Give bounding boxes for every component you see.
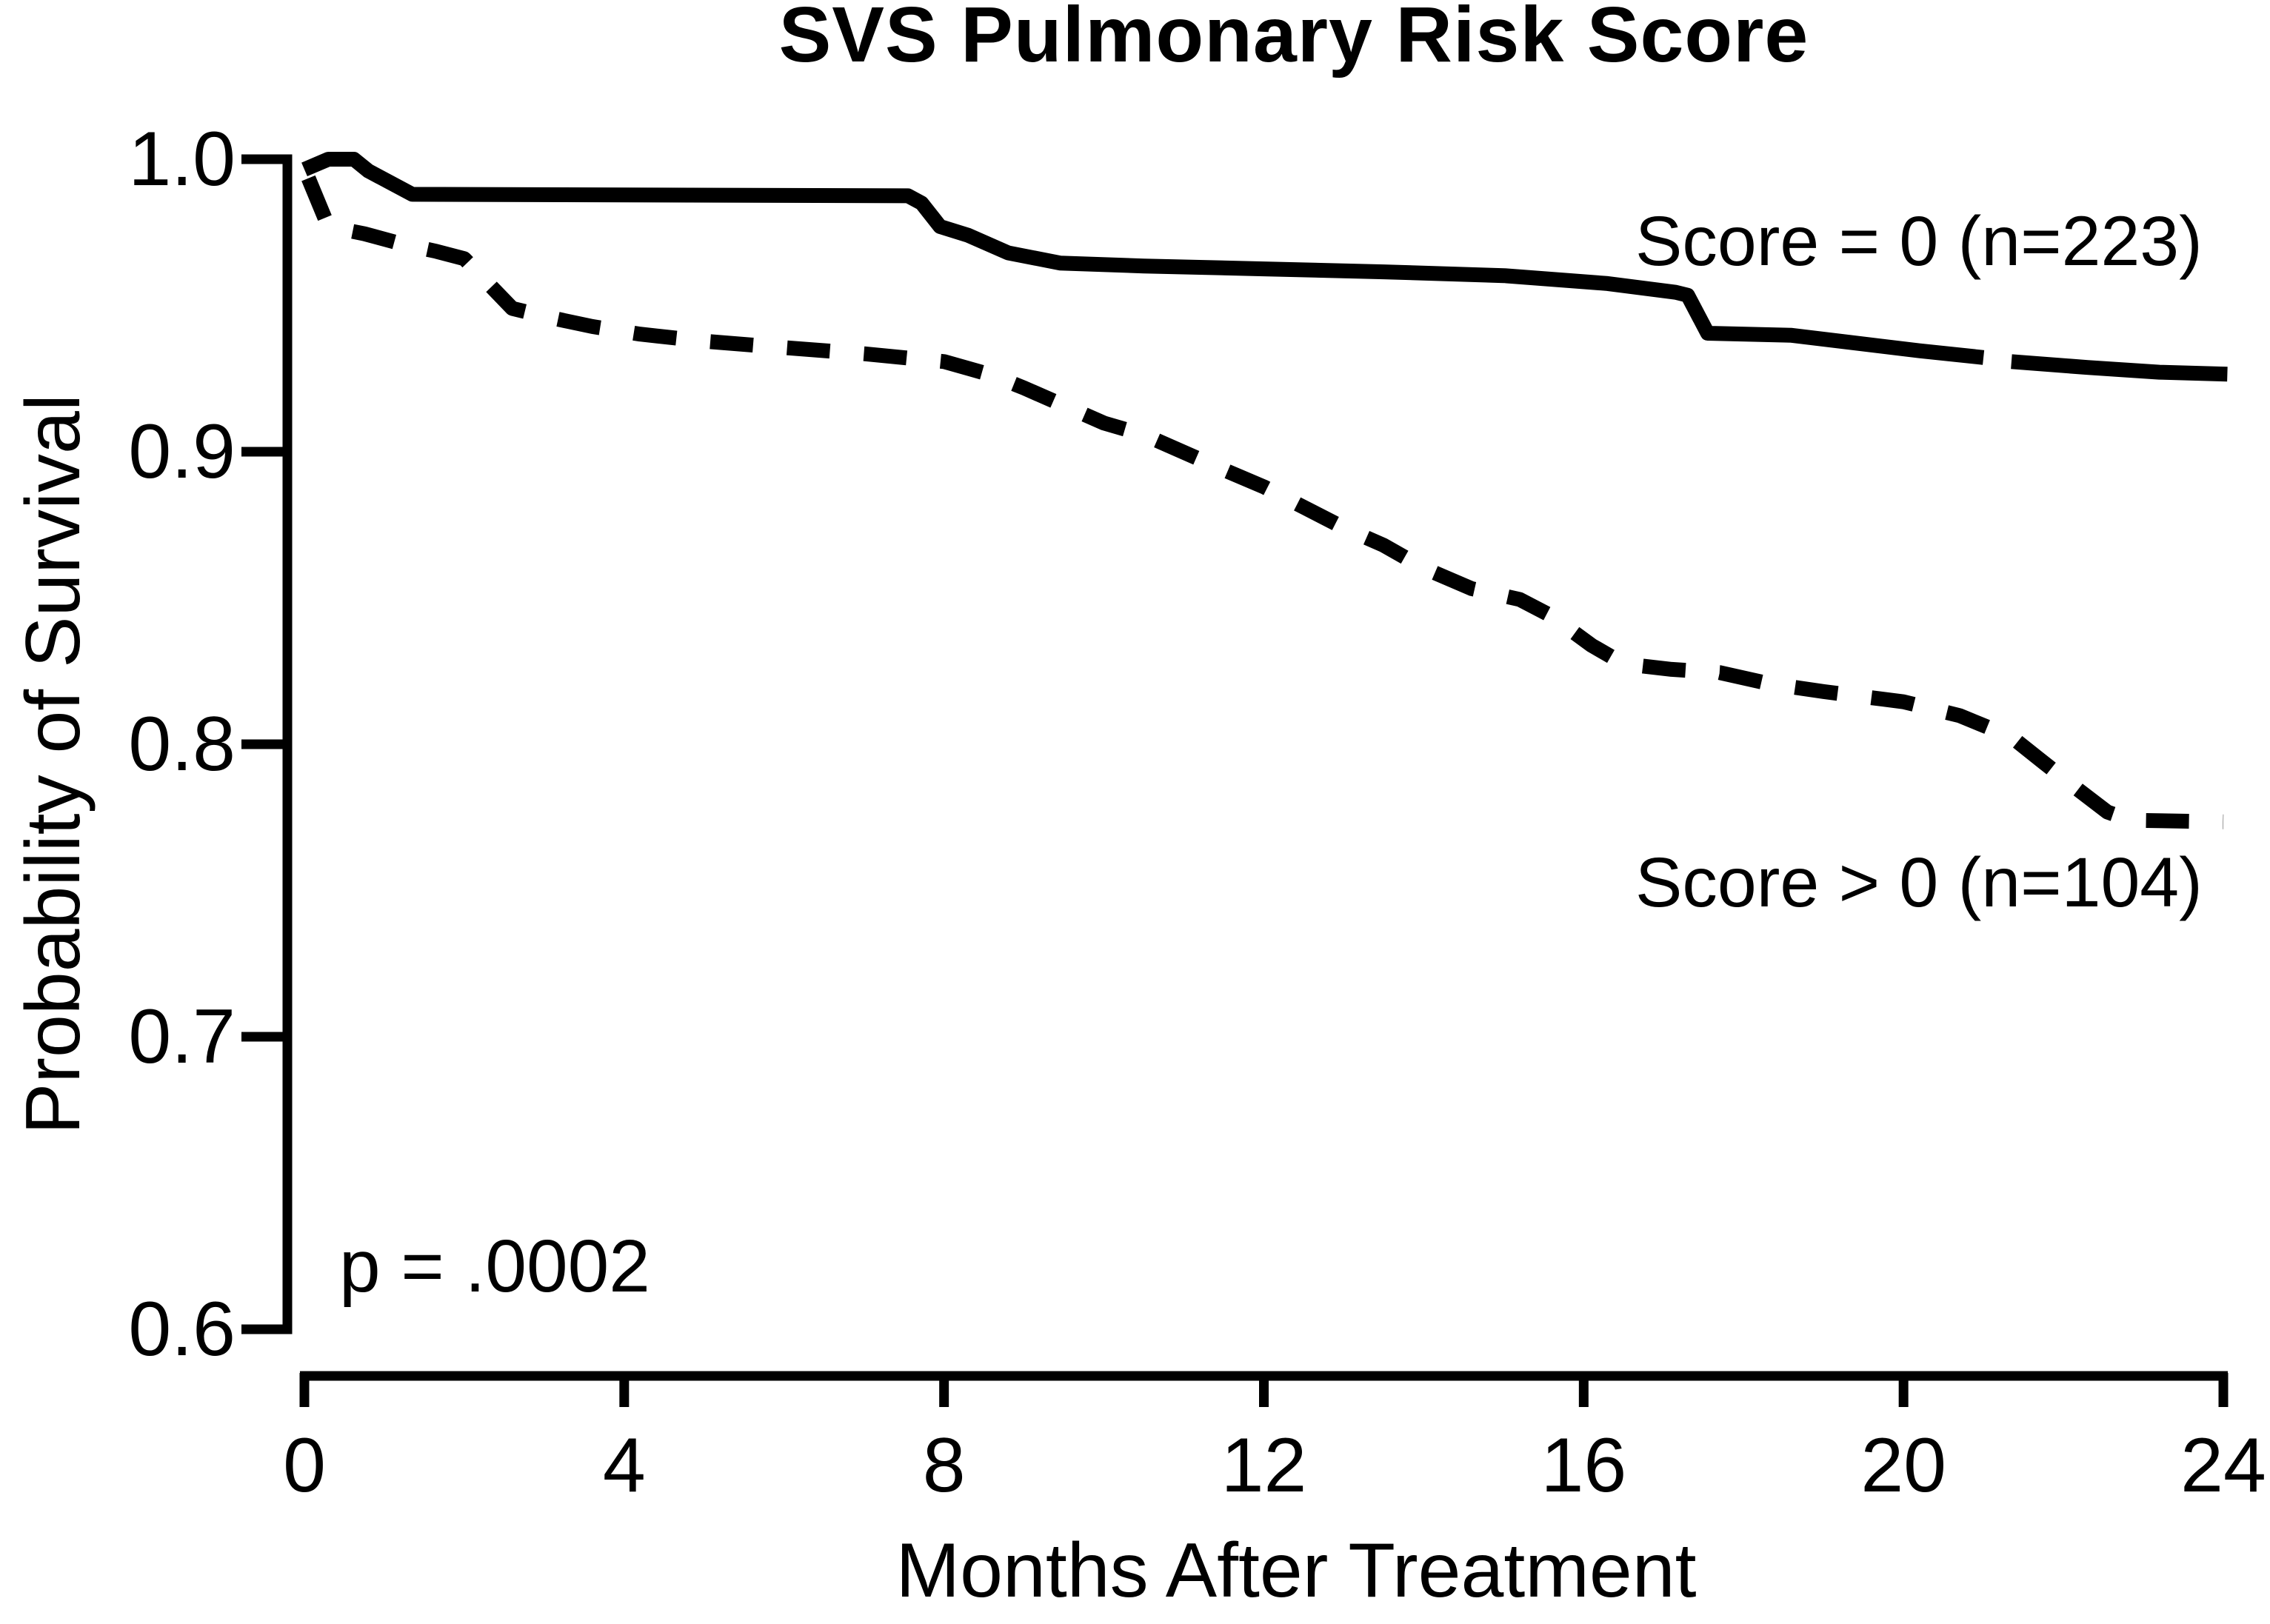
series-line-score-gt-0: [301, 175, 2224, 829]
x-tick-label: 24: [2180, 1423, 2266, 1508]
x-tick-label: 12: [1221, 1423, 1307, 1508]
series-line-score-0: [301, 152, 1985, 365]
y-tick-label: 0.6: [128, 1286, 236, 1372]
x-tick-label: 0: [283, 1423, 326, 1508]
y-tick-label: 1.0: [128, 116, 236, 202]
x-tick-label: 8: [922, 1423, 966, 1508]
y-tick-label: 0.9: [128, 409, 236, 495]
series-line-score-0: [2011, 354, 2228, 382]
x-tick-label: 4: [602, 1423, 646, 1508]
chart-title: SVS Pulmonary Risk Score: [778, 0, 1809, 78]
x-axis-title: Months After Treatment: [895, 1528, 1697, 1614]
p-value-annotation: p = .0002: [339, 1225, 650, 1308]
x-tick-label: 16: [1540, 1423, 1627, 1508]
legend-label-score-0: Score = 0 (n=223): [1635, 202, 2203, 281]
y-tick-label: 0.8: [128, 701, 236, 787]
y-tick-label: 0.7: [128, 994, 236, 1080]
legend-label-score-gt-0: Score > 0 (n=104): [1635, 843, 2203, 922]
x-tick-label: 20: [1860, 1423, 1946, 1508]
